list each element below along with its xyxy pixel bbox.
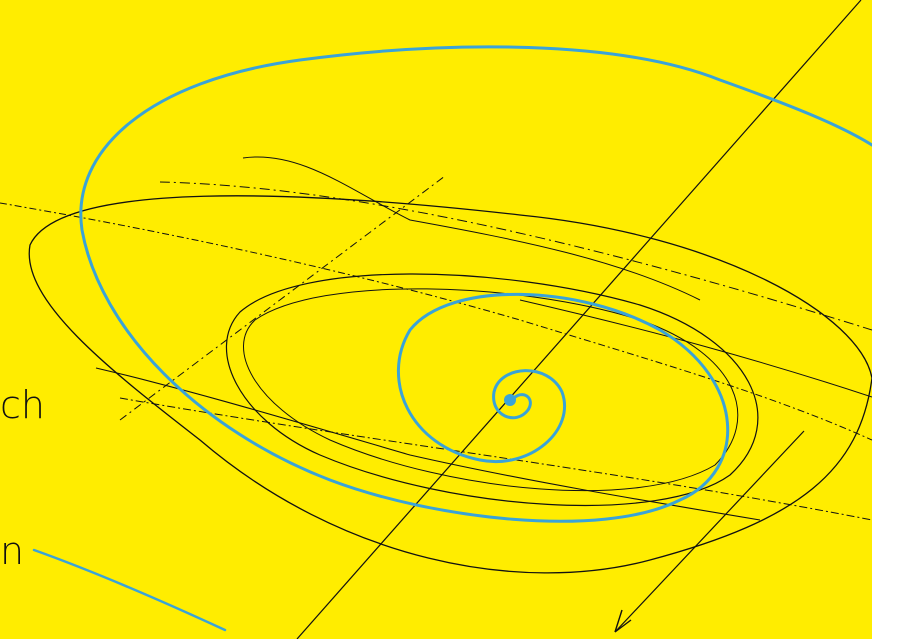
blue-spiral-center-dot — [504, 394, 516, 406]
axis-line-long — [296, 0, 862, 639]
guide-line-upper — [159, 181, 872, 331]
white-frame-strip — [872, 0, 897, 639]
guide-line-lower — [119, 397, 872, 521]
yellow-background — [0, 0, 872, 639]
blue-tail-stroke — [32, 548, 227, 632]
sketch-art — [0, 0, 872, 639]
guide-line-horizontal — [0, 202, 872, 441]
text-fragment-ch: ch — [0, 383, 45, 427]
blue-spiral — [79, 45, 872, 523]
axis-arrow — [614, 609, 632, 633]
outer-black-ellipse — [28, 195, 872, 574]
illustration-canvas: ch n — [0, 0, 872, 639]
axis-line-short — [614, 430, 805, 633]
guide-line-diagonal — [119, 175, 446, 421]
black-sketch-stroke-right — [519, 299, 872, 398]
black-sketch-arc-top — [242, 156, 701, 301]
text-fragment-n: n — [0, 529, 25, 573]
middle-black-ellipse — [225, 273, 759, 507]
black-sketch-stroke-left — [95, 367, 761, 521]
inner-black-ellipse — [243, 288, 739, 492]
